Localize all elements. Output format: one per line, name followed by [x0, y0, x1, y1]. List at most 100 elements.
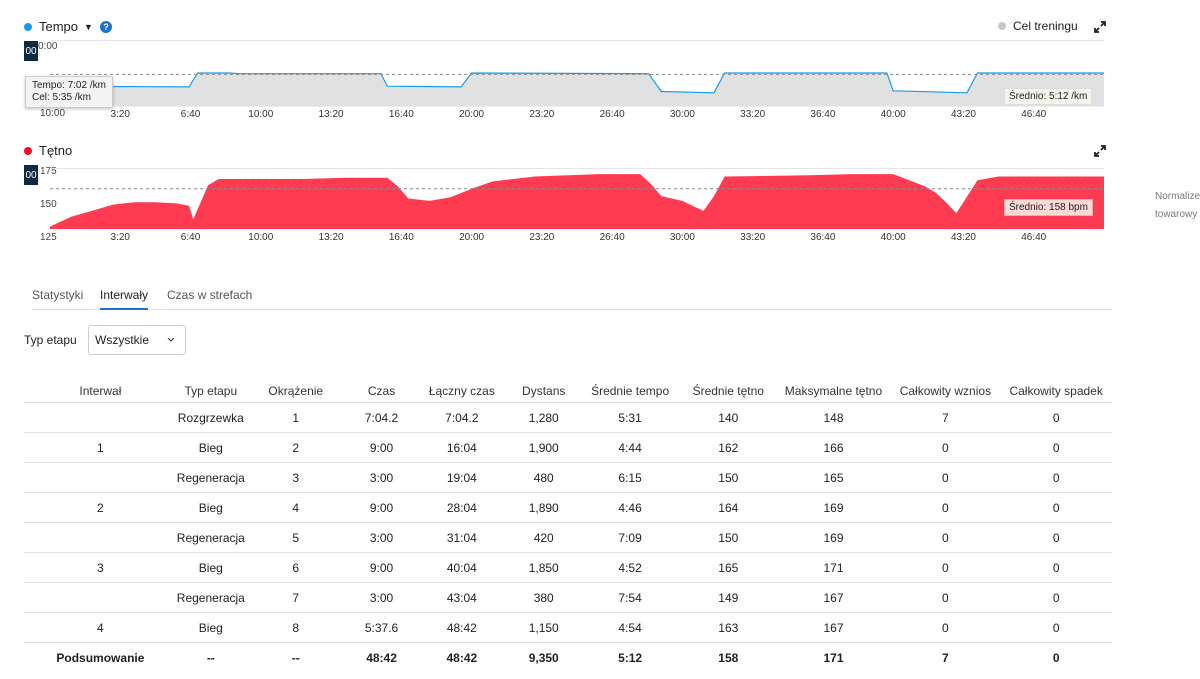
table-cell: 48:42 [346, 642, 417, 672]
tab-czas-w-strefach[interactable]: Czas w strefach [167, 288, 253, 302]
pace-area [50, 73, 1104, 106]
pace-chart-title[interactable]: Tempo ▼ ? [24, 19, 112, 34]
table-cell: 149 [680, 582, 777, 613]
col-header-typ-etapu[interactable]: Typ etapu [184, 384, 238, 398]
tab-statystyki[interactable]: Statystyki [32, 288, 84, 302]
col-header-czas[interactable]: Czas [367, 384, 396, 398]
x-tick-label: 20:00 [459, 109, 484, 118]
goal-legend-dot [998, 22, 1006, 30]
table-cell: 4:54 [580, 612, 681, 643]
pace-chart[interactable]: 3:20 6:40 10:00 13:20 16:40 20:00 23:20 26:40 30… [50, 40, 1104, 118]
table-cell: 0 [1000, 642, 1112, 672]
x-tick-label: 36:40 [810, 109, 835, 118]
table-cell: 0 [1000, 612, 1112, 643]
x-tick-label: 43:20 [951, 109, 976, 118]
expand-icon[interactable] [1094, 145, 1106, 157]
expand-icon[interactable] [1094, 21, 1106, 33]
x-tick-label: 6:40 [181, 109, 201, 118]
table-cell: 166 [776, 432, 891, 463]
table-cell: 3:00 [346, 462, 417, 493]
table-cell: 9,350 [507, 642, 581, 672]
table-cell: 9:00 [346, 552, 417, 583]
x-tick-label: 30:00 [670, 232, 695, 241]
table-cell: 0 [1000, 402, 1112, 433]
table-cell: Regeneracja [176, 582, 245, 613]
table-cell: 1,150 [507, 612, 581, 643]
help-icon[interactable]: ? [99, 20, 112, 33]
table-cell: 6 [244, 552, 347, 583]
table-row: Regeneracja 5 3:00 31:04 420 7:09 150 169 0 0 [24, 522, 1112, 553]
stage-type-value: Wszystkie [95, 333, 149, 347]
table-cell: 7:09 [580, 522, 681, 553]
table-cell: 43:04 [416, 582, 508, 613]
table-cell: Bieg [176, 492, 245, 523]
table-cell: 1 [24, 432, 177, 463]
table-cell: 19:04 [416, 462, 508, 493]
col-header-calkowity-wznios[interactable]: Całkowity wznios [899, 384, 992, 398]
table-cell: 0 [1000, 432, 1112, 463]
table-row: 4 Bieg 8 5:37.6 48:42 1,150 4:54 163 167 0 0 [24, 612, 1112, 643]
x-tick-label: 6:40 [181, 232, 201, 241]
col-header-srednie-tetno[interactable]: Średnie tętno [692, 384, 764, 398]
hr-area [50, 174, 1104, 229]
table-cell: 16:04 [416, 432, 508, 463]
side-note-line1: Normalize [1155, 191, 1200, 202]
table-cell: 3 [24, 552, 177, 583]
chevron-down-icon[interactable]: ▼ [84, 21, 93, 32]
hr-average-box: Średnio: 158 bpm [1004, 199, 1093, 216]
table-cell: 4 [244, 492, 347, 523]
table-cell: 3:00 [346, 582, 417, 613]
hr-y-tick-175: 175 [40, 166, 57, 177]
table-cell: 165 [680, 552, 777, 583]
goal-legend-label: Cel treningu [1013, 19, 1078, 33]
table-cell: 0 [1000, 522, 1112, 553]
col-header-srednie-tempo[interactable]: Średnie tempo [591, 384, 670, 398]
table-cell: Podsumowanie [24, 642, 177, 672]
table-cell: 7 [890, 402, 1001, 433]
x-tick-label: 33:20 [740, 232, 765, 241]
table-cell: 0 [890, 522, 1001, 553]
table-cell: 164 [680, 492, 777, 523]
col-header-calkowity-spadek[interactable]: Całkowity spadek [1009, 384, 1103, 398]
goal-legend[interactable]: Cel treningu [998, 19, 1078, 33]
tab-interwaly[interactable]: Interwały [100, 288, 149, 310]
x-tick-label: 26:40 [600, 109, 625, 118]
col-header-okrazenie[interactable]: Okrążenie [268, 384, 324, 398]
table-header-row: Interwał Typ etapu Okrążenie Czas Łączny… [24, 380, 1112, 403]
table-cell: 1,280 [507, 402, 581, 433]
table-cell: 48:42 [416, 642, 508, 672]
tooltip-pace-line: Tempo: 7:02 /km [32, 80, 106, 91]
x-tick-label: 16:40 [389, 109, 414, 118]
table-cell: 0 [890, 432, 1001, 463]
col-header-interwal[interactable]: Interwał [79, 384, 122, 398]
table-cell: 0 [890, 492, 1001, 523]
table-cell: 5:12 [580, 642, 681, 672]
intervals-table: Interwał Typ etapu Okrążenie Czas Łączny… [24, 380, 1112, 672]
table-cell: 0 [1000, 582, 1112, 613]
col-header-dystans[interactable]: Dystans [522, 384, 566, 398]
x-tick-label: 43:20 [951, 232, 976, 241]
table-cell: 171 [776, 552, 891, 583]
x-tick-label: 40:00 [881, 232, 906, 241]
table-row: Regeneracja 3 3:00 19:04 480 6:15 150 165 0 0 [24, 462, 1112, 493]
col-header-laczny-czas[interactable]: Łączny czas [428, 384, 495, 398]
chevron-down-icon [167, 337, 175, 342]
table-cell: 163 [680, 612, 777, 643]
table-cell: 480 [507, 462, 581, 493]
stage-type-select[interactable]: Wszystkie [88, 325, 186, 355]
hr-chart[interactable]: 3:20 6:40 10:00 13:20 16:40 20:00 23:20 26:40 30… [50, 168, 1104, 241]
table-cell [24, 522, 177, 553]
hr-chart-title: Tętno [24, 143, 72, 158]
table-summary-row: Podsumowanie -- -- 48:42 48:42 9,350 5:12 158 17… [24, 642, 1112, 672]
x-tick-label: 30:00 [670, 109, 695, 118]
table-cell: 5:37.6 [346, 612, 417, 643]
table-cell: 3 [244, 462, 347, 493]
col-header-maksymalne-tetno[interactable]: Maksymalne tętno [784, 384, 883, 398]
table-cell: 162 [680, 432, 777, 463]
hr-series-dot [24, 146, 32, 155]
x-tick-label: 23:20 [529, 232, 554, 241]
table-cell: 0 [890, 612, 1001, 643]
table-cell: 4:46 [580, 492, 681, 523]
table-row: Rozgrzewka 1 7:04.2 7:04.2 1,280 5:31 140 148 7 0 [24, 402, 1112, 433]
table-cell: 8 [244, 612, 347, 643]
